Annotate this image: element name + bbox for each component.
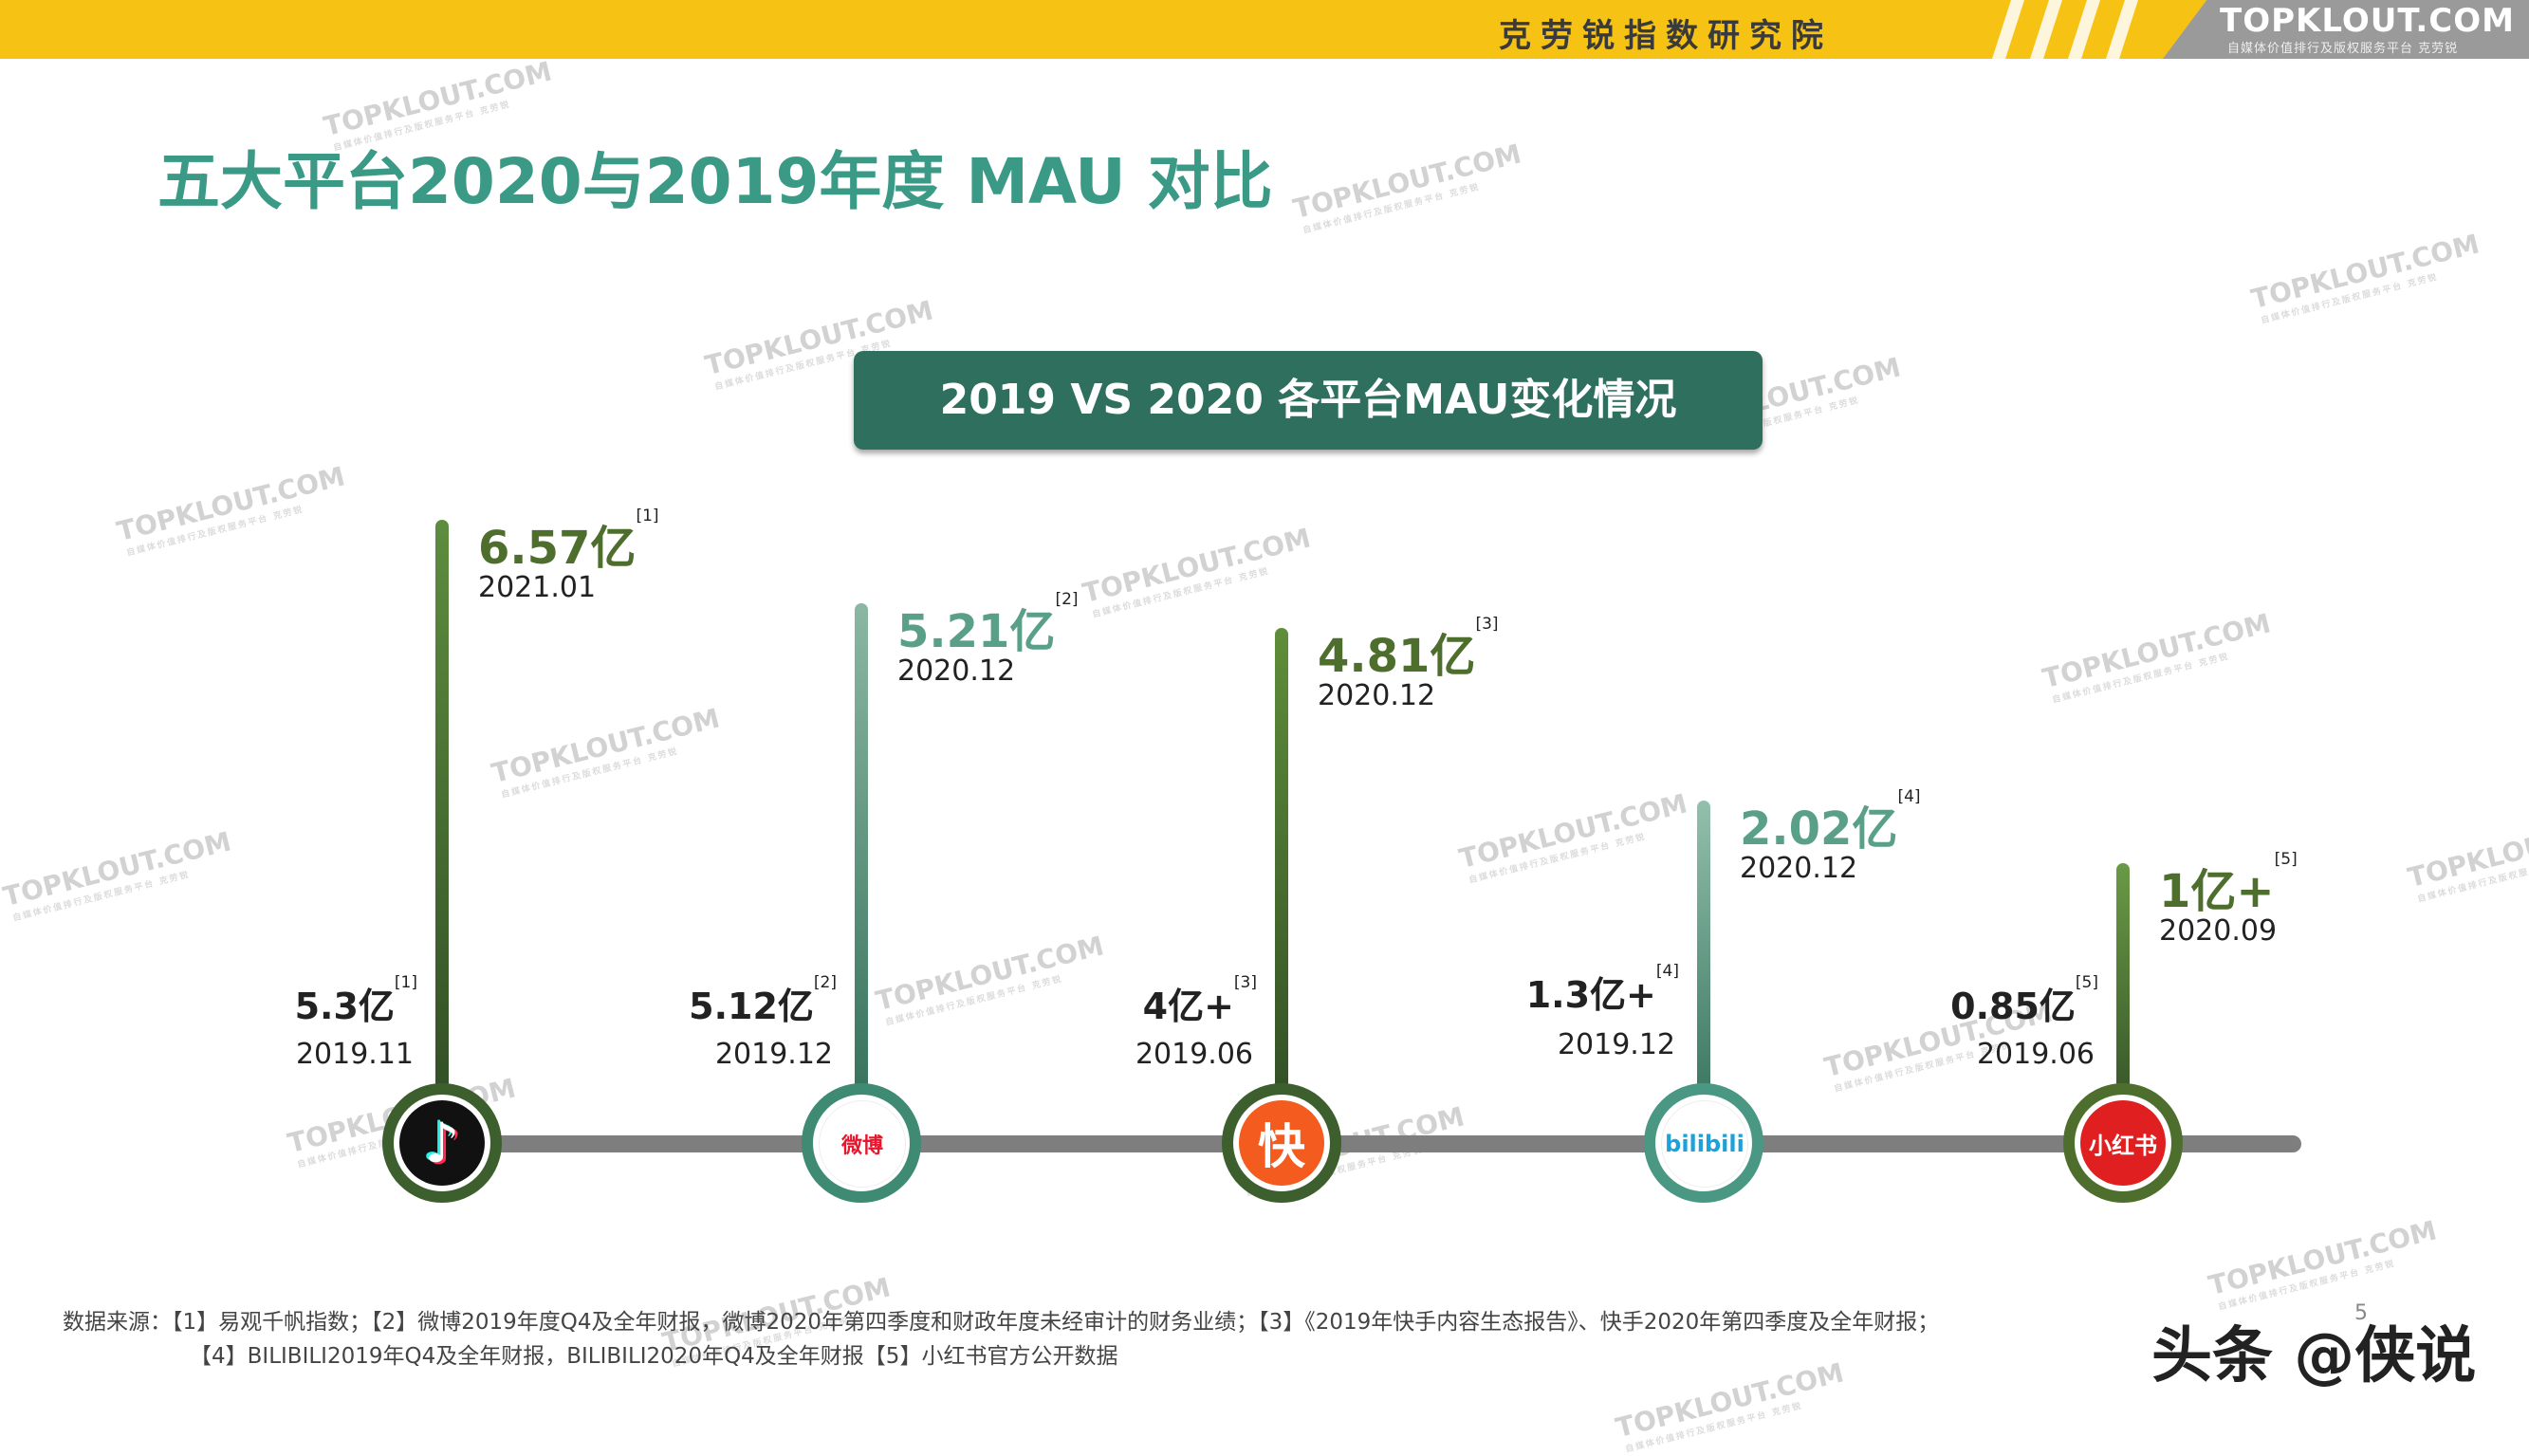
mau-2019-date: 2019.11 [295, 1038, 414, 1071]
value-text: 4亿+ [1142, 986, 1234, 1027]
mau-2019-label: 1.3亿+[4] [1525, 962, 1679, 1018]
bilibili-icon: bilibili [1661, 1100, 1748, 1188]
sources-line-1: 数据来源：【1】易观千帆指数；【2】微博2019年度Q4及全年财报，微博2020… [63, 1310, 1940, 1335]
mau-2020-label: 4.81亿[3] [1318, 615, 1499, 685]
logo-box [2163, 0, 2529, 59]
mau-stem [1275, 628, 1288, 1143]
section-banner: 2019 VS 2020 各平台MAU变化情况 [854, 351, 1763, 450]
mau-2020-label: 5.21亿[2] [897, 590, 1079, 660]
mau-2019-label: 4亿+[3] [1142, 973, 1257, 1029]
reference-mark: [5] [2274, 850, 2298, 869]
platform-logo-ring: 微博 [802, 1083, 921, 1203]
value-text: 5.3亿 [294, 986, 395, 1027]
page-number: 5 [2354, 1301, 2368, 1325]
douyin-icon: ♪ [399, 1100, 485, 1186]
brand-logo: TOPKLOUT.COM [2220, 2, 2515, 40]
mau-2020-date: 2020.12 [1740, 851, 1858, 885]
reference-mark: [4] [1655, 962, 1679, 981]
mau-2019-date: 2019.12 [714, 1038, 833, 1071]
weibo-icon: 微博 [819, 1100, 906, 1188]
mau-2019-label: 5.3亿[1] [294, 973, 417, 1029]
mau-2020-label: 2.02亿[4] [1740, 787, 1921, 857]
mau-2019-date: 2019.12 [1557, 1028, 1675, 1061]
author-signature: 头条 @侠说 [2151, 1321, 2477, 1391]
value-text: 1亿+ [2159, 865, 2275, 918]
reference-mark: [1] [394, 973, 417, 992]
header-stripes [1992, 0, 2138, 59]
reference-mark: [4] [1897, 786, 1921, 806]
mau-stem [435, 520, 449, 1143]
brand-logo-subtitle: 自媒体价值排行及版权服务平台 克劳锐 [2227, 42, 2459, 56]
platform-logo-ring: ♪ [382, 1083, 502, 1203]
mau-2020-label: 6.57亿[1] [478, 507, 659, 577]
reference-mark: [3] [1475, 615, 1499, 635]
platform-logo-ring: 小红书 [2063, 1083, 2183, 1203]
value-text: 5.21亿 [897, 605, 1056, 659]
mau-2020-date: 2020.12 [897, 654, 1016, 689]
org-name: 克劳锐指数研究院 [1499, 17, 1833, 55]
mau-2020-label: 1亿+[5] [2159, 850, 2298, 920]
mau-2019-label: 5.12亿[2] [689, 973, 837, 1029]
mau-2020-date: 2021.01 [478, 571, 597, 604]
timeline-axis [436, 1135, 2301, 1152]
value-text: 2.02亿 [1740, 802, 1898, 856]
sources-line-2: 【4】BILIBILI2019年Q4及全年财报，BILIBILI2020年Q4及… [190, 1344, 1118, 1369]
xiaohongshu-icon: 小红书 [2080, 1100, 2166, 1186]
platform-logo-ring: 快 [1222, 1083, 1341, 1203]
mau-2020-date: 2020.12 [1318, 679, 1436, 713]
reference-mark: [2] [813, 973, 837, 992]
reference-mark: [1] [636, 507, 659, 525]
value-text: 6.57亿 [478, 522, 637, 575]
reference-mark: [2] [1055, 590, 1079, 610]
value-text: 1.3亿+ [1525, 974, 1656, 1016]
mau-stem [855, 603, 868, 1143]
mau-2020-date: 2020.09 [2159, 914, 2278, 948]
value-text: 5.12亿 [689, 986, 814, 1027]
platform-logo-ring: bilibili [1644, 1083, 1763, 1203]
mau-stem [2116, 863, 2130, 1143]
value-text: 0.85亿 [1950, 986, 2076, 1027]
mau-2019-label: 0.85亿[5] [1950, 973, 2098, 1029]
mau-2019-date: 2019.06 [1976, 1038, 2095, 1071]
mau-2019-date: 2019.06 [1135, 1038, 1253, 1071]
header-bar: 克劳锐指数研究院 TOPKLOUT.COM 自媒体价值排行及版权服务平台 克劳锐 [0, 0, 2529, 59]
reference-mark: [5] [2075, 973, 2098, 992]
reference-mark: [3] [1233, 973, 1257, 992]
value-text: 4.81亿 [1318, 630, 1476, 684]
kuaishou-icon: 快 [1239, 1100, 1324, 1186]
mau-stem [1697, 800, 1710, 1143]
page-title: 五大平台2020与2019年度 MAU 对比 [157, 145, 1273, 218]
